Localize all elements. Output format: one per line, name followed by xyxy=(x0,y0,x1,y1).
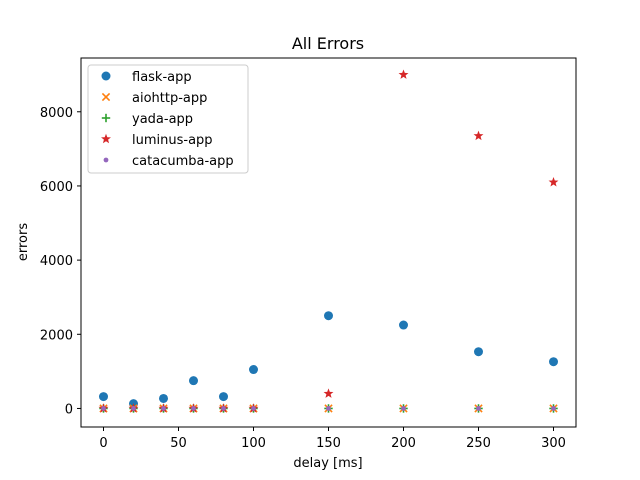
series-catacumba-app xyxy=(101,406,556,411)
data-point xyxy=(326,406,331,411)
data-point xyxy=(473,130,484,141)
x-tick-label: 200 xyxy=(391,436,416,451)
series-flask-app xyxy=(99,311,558,409)
data-point xyxy=(549,357,558,367)
data-point xyxy=(398,69,409,79)
data-point xyxy=(399,320,408,330)
data-point xyxy=(324,311,333,321)
x-axis: 0 50 100 150 200 250 300 xyxy=(99,427,566,451)
legend-item-yada-app: yada-app xyxy=(101,112,193,127)
data-point xyxy=(161,406,166,411)
x-tick-label: 0 xyxy=(99,436,107,451)
legend-item-flask-app: flask-app xyxy=(101,70,192,85)
legend-label: aiohttp-app xyxy=(132,91,207,106)
x-tick-label: 150 xyxy=(316,436,341,451)
legend-item-aiohttp-app: aiohttp-app xyxy=(101,91,207,106)
x-tick-label: 250 xyxy=(466,436,491,451)
chart-title: All Errors xyxy=(292,34,364,53)
y-tick-label: 2000 xyxy=(40,328,73,343)
x-tick-label: 50 xyxy=(170,436,187,451)
data-point xyxy=(189,376,198,386)
data-point xyxy=(191,406,196,411)
data-point xyxy=(251,406,256,411)
y-axis: 0 2000 4000 6000 8000 xyxy=(40,106,81,417)
legend-label: catacumba-app xyxy=(132,154,234,169)
data-point xyxy=(221,406,226,411)
data-point xyxy=(401,406,406,411)
y-tick-label: 4000 xyxy=(40,254,73,269)
legend-marker xyxy=(103,157,109,163)
data-point xyxy=(476,406,481,411)
legend-marker xyxy=(101,71,111,81)
data-point xyxy=(159,393,168,403)
x-tick-label: 300 xyxy=(541,436,566,451)
legend-marker xyxy=(101,133,111,144)
data-point xyxy=(551,406,556,411)
y-tick-label: 6000 xyxy=(40,180,73,195)
legend-label: flask-app xyxy=(132,70,192,85)
data-point xyxy=(131,406,136,411)
data-point xyxy=(99,392,108,402)
data-point xyxy=(548,177,559,187)
x-axis-label: delay [ms] xyxy=(293,456,362,471)
legend: flask-app aiohttp-app yada-app luminus-app c… xyxy=(87,64,249,174)
data-marks xyxy=(98,69,559,413)
legend-label: luminus-app xyxy=(132,133,213,148)
data-point xyxy=(323,388,334,398)
data-point xyxy=(101,406,106,411)
legend-marker xyxy=(101,92,111,102)
legend-item-catacumba-app: catacumba-app xyxy=(103,154,234,169)
legend-marker xyxy=(101,113,111,123)
legend-label: yada-app xyxy=(132,112,193,127)
legend-item-luminus-app: luminus-app xyxy=(101,133,213,148)
data-point xyxy=(219,392,228,402)
y-tick-label: 0 xyxy=(65,402,73,417)
data-point xyxy=(474,347,483,357)
legend-box xyxy=(87,64,249,174)
y-tick-label: 8000 xyxy=(40,106,73,121)
y-axis-label: errors xyxy=(16,223,31,261)
data-point xyxy=(249,365,258,375)
x-tick-label: 100 xyxy=(241,436,266,451)
